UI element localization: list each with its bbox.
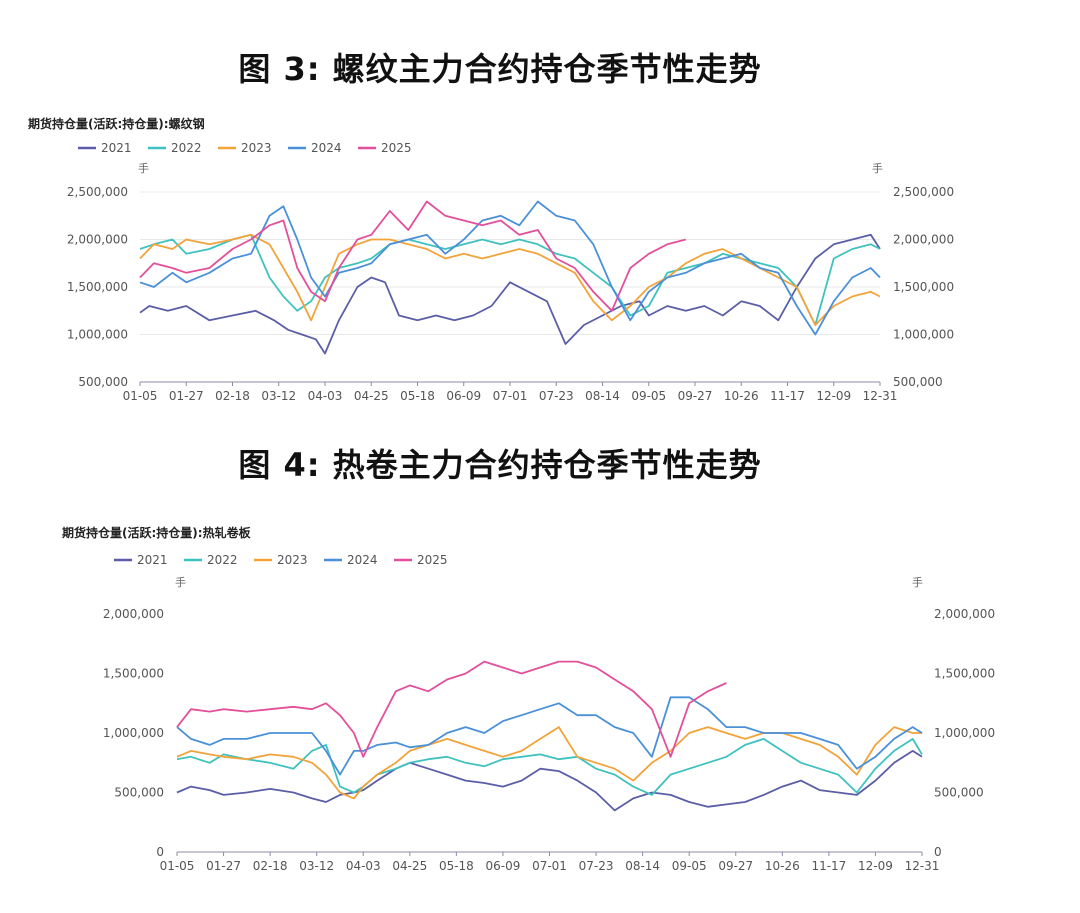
- chart-title: 期货持仓量(活跃:持仓量):热轧卷板: [62, 525, 252, 540]
- x-tick-label: 09-27: [678, 389, 713, 403]
- y-tick-right: 2,000,000: [934, 607, 995, 621]
- rebar-open-interest-chart: 期货持仓量(活跃:持仓量):螺纹钢 2021 2022 2023 2024 2025 手 手 5…: [28, 116, 954, 403]
- legend-label-2024: 2024: [347, 553, 378, 567]
- y-tick-right: 500,000: [934, 786, 984, 800]
- y-tick-right: 0: [934, 845, 942, 859]
- y-tick-left: 2,000,000: [103, 607, 164, 621]
- unit-left-label: 手: [138, 161, 149, 175]
- x-tick-label: 11-17: [811, 859, 846, 873]
- x-tick-label: 04-25: [392, 859, 427, 873]
- legend-label-2025: 2025: [381, 141, 412, 155]
- x-tick-label: 03-12: [299, 859, 334, 873]
- chart-title: 期货持仓量(活跃:持仓量):螺纹钢: [28, 116, 205, 131]
- y-tick-left: 0: [156, 845, 164, 859]
- x-tick-label: 06-09: [486, 859, 521, 873]
- figure-3-title: 图 3: 螺纹主力合约持仓季节性走势: [238, 50, 762, 88]
- y-tick-right: 1,000,000: [934, 726, 995, 740]
- series-line-2023: [176, 726, 922, 800]
- legend-label-2021: 2021: [137, 553, 168, 567]
- unit-left-label: 手: [175, 575, 186, 589]
- y-tick-right: 1,500,000: [934, 667, 995, 681]
- x-tick-label: 07-23: [539, 389, 574, 403]
- series-line-2022: [176, 737, 923, 796]
- x-tick-label: 07-01: [493, 389, 528, 403]
- x-tick-label: 10-26: [765, 859, 800, 873]
- series-line-2024: [139, 200, 881, 336]
- x-tick-label: 01-05: [123, 389, 158, 403]
- x-tick-label: 12-09: [858, 859, 893, 873]
- x-tick-label: 04-03: [346, 859, 381, 873]
- legend-label-2025: 2025: [417, 553, 448, 567]
- x-tick-label: 01-27: [169, 389, 204, 403]
- x-tick-label: 10-26: [724, 389, 759, 403]
- y-tick-right: 2,000,000: [893, 233, 954, 247]
- y-tick-left: 500,000: [114, 786, 164, 800]
- series-line-2024: [176, 696, 923, 776]
- series-line-2025: [176, 660, 727, 758]
- x-tick-label: 12-09: [816, 389, 851, 403]
- legend-label-2023: 2023: [241, 141, 272, 155]
- x-tick-label: 07-23: [579, 859, 614, 873]
- x-tick-label: 12-31: [863, 389, 898, 403]
- figure-4-title: 图 4: 热卷主力合约持仓季节性走势: [238, 446, 762, 484]
- y-tick-right: 500,000: [893, 375, 943, 389]
- y-tick-left: 2,000,000: [67, 233, 128, 247]
- y-tick-left: 1,000,000: [103, 726, 164, 740]
- y-tick-right: 1,500,000: [893, 280, 954, 294]
- x-tick-label: 08-14: [585, 389, 620, 403]
- x-tick-label: 02-18: [253, 859, 288, 873]
- legend-label-2024: 2024: [311, 141, 342, 155]
- x-tick-label: 09-27: [718, 859, 753, 873]
- y-tick-left: 1,500,000: [103, 667, 164, 681]
- legend-label-2021: 2021: [101, 141, 132, 155]
- y-tick-left: 2,500,000: [67, 185, 128, 199]
- series-line-2021: [139, 233, 881, 355]
- x-tick-label: 03-12: [261, 389, 296, 403]
- series-line-2021: [176, 749, 923, 812]
- y-tick-right: 2,500,000: [893, 185, 954, 199]
- y-tick-left: 500,000: [78, 375, 128, 389]
- hot-coil-open-interest-chart: 期货持仓量(活跃:持仓量):热轧卷板 2021 2022 2023 2024 2025 手 手…: [62, 525, 995, 873]
- y-tick-left: 1,000,000: [67, 328, 128, 342]
- x-tick-label: 09-05: [631, 389, 666, 403]
- legend-label-2022: 2022: [207, 553, 238, 567]
- x-tick-label: 08-14: [625, 859, 660, 873]
- x-tick-label: 11-17: [770, 389, 805, 403]
- unit-right-label: 手: [872, 161, 883, 175]
- x-tick-label: 04-03: [308, 389, 343, 403]
- x-tick-label: 05-18: [400, 389, 435, 403]
- series-line-2022: [139, 233, 881, 326]
- x-tick-label: 02-18: [215, 389, 250, 403]
- y-tick-left: 1,500,000: [67, 280, 128, 294]
- x-tick-label: 07-01: [532, 859, 567, 873]
- x-tick-label: 06-09: [446, 389, 481, 403]
- y-tick-right: 1,000,000: [893, 328, 954, 342]
- x-tick-label: 01-05: [160, 859, 195, 873]
- x-tick-label: 09-05: [672, 859, 707, 873]
- x-tick-label: 01-27: [206, 859, 241, 873]
- x-tick-label: 05-18: [439, 859, 474, 873]
- series-line-2025: [139, 200, 687, 312]
- legend-label-2023: 2023: [277, 553, 308, 567]
- x-tick-label: 12-31: [905, 859, 940, 873]
- unit-right-label: 手: [912, 575, 923, 589]
- legend-label-2022: 2022: [171, 141, 202, 155]
- x-tick-label: 04-25: [354, 389, 389, 403]
